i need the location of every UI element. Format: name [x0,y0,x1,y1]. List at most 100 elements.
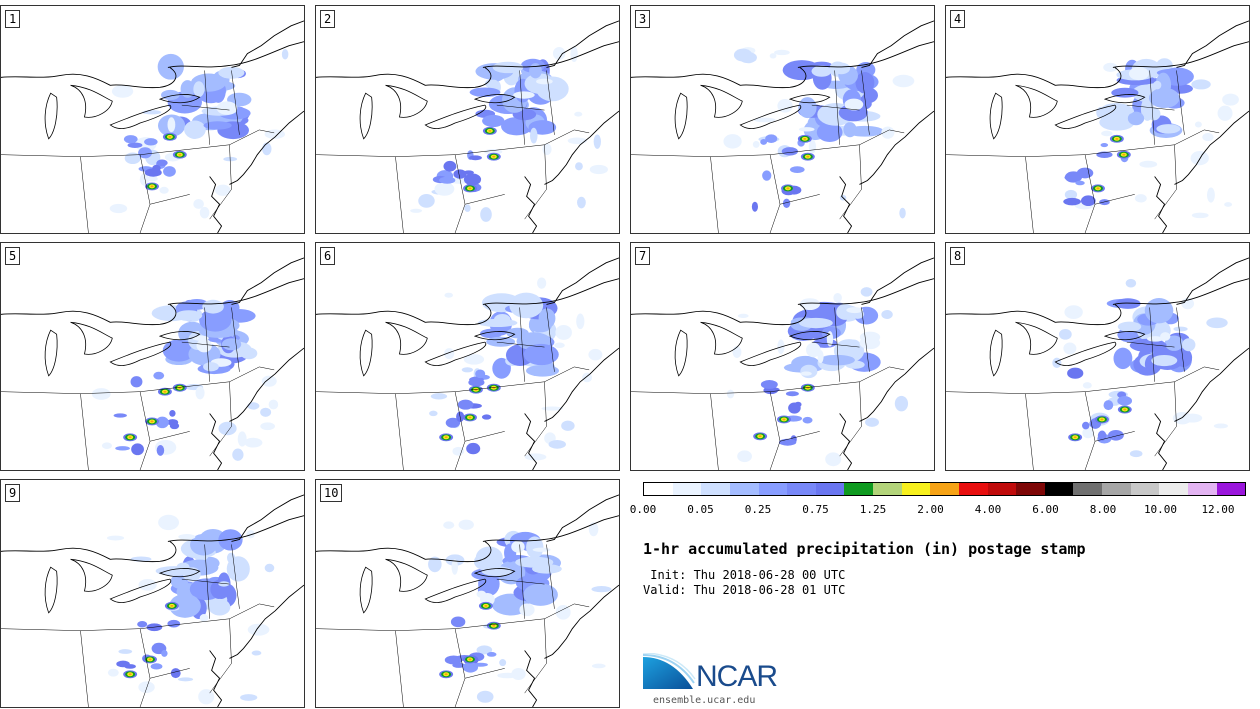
precip-area [476,590,487,598]
precip-area [833,292,842,303]
precip-area [137,621,148,628]
precip-area [1194,121,1202,128]
precip-area [589,164,608,175]
precip-area [198,689,215,705]
lake-ontario [1103,94,1146,104]
precip-area [1082,382,1092,389]
colorbar-segment [1159,483,1188,495]
precip-area [139,173,150,186]
lake-michigan [674,92,688,140]
precip-area [468,155,482,161]
precip-area [497,561,526,585]
precip-area [169,410,176,417]
colorbar-tick-label: 12.00 [1201,503,1235,516]
precip-area [785,391,799,397]
precip-area [1156,124,1181,134]
precip-area [187,127,201,139]
state-border [710,393,719,470]
precip-area [444,292,453,298]
precip-area [1129,338,1167,353]
state-border [496,104,545,111]
lake-erie [109,578,172,603]
precip-area [1100,142,1109,148]
state-border [454,204,466,233]
precip-core [150,185,154,188]
precip-area [1103,400,1114,411]
precip-area [113,413,127,418]
precip-area [199,308,232,332]
lake-ontario [788,331,831,341]
precip-core [1096,187,1100,190]
precip-area [466,442,481,455]
east-coastline [209,110,304,233]
ncar-logo-text: NCAR [696,660,778,693]
colorbar-segment [873,483,902,495]
east-coastline [1154,347,1249,470]
precip-area [478,571,500,597]
precip-area [208,598,231,616]
precip-area [480,207,492,222]
precip-area [180,80,195,98]
state-border [209,144,232,220]
precip-area [519,603,535,617]
state-border [1174,366,1220,382]
stamp-member-7: 7 [630,242,935,471]
precip-area [203,121,232,130]
state-border [861,307,870,372]
precip-area [175,310,203,321]
precip-area [182,567,201,582]
precip-area [762,170,772,181]
precip-area [1064,305,1083,320]
precip-area [221,338,242,351]
precip-core [468,416,472,419]
colorbar-segment [729,483,759,495]
precip-area [732,346,742,358]
precip-area [199,206,210,219]
colorbar-segment [758,483,788,495]
precip-core [168,135,172,138]
stamp-number-label: 4 [950,10,966,28]
precip-area [1067,367,1084,379]
precip-area [881,310,893,319]
precip-area [494,314,511,325]
east-coastline [839,347,934,470]
colorbar-segment [1187,483,1217,495]
precip-area [529,63,542,79]
lake-erie [739,104,802,129]
lake-huron [70,84,113,118]
precip-area [123,135,138,144]
lake-huron [700,84,743,118]
state-border [859,129,905,145]
state-border [395,156,404,233]
stamp-member-5: 5 [0,242,305,471]
precip-area [485,79,499,89]
colorbar-segment [815,483,845,495]
precip-area [218,581,230,587]
colorbar-segment [644,483,673,495]
precip-area [499,659,507,667]
precip-area [458,519,474,530]
lake-ontario [473,331,516,341]
precip-area [434,182,455,196]
precip-area [111,84,134,98]
precip-area [1064,189,1078,200]
precip-area [819,354,855,366]
precip-area [782,60,821,81]
lake-ontario [158,568,201,578]
lake-erie [109,104,172,129]
state-border [546,70,555,135]
precip-area [443,521,455,529]
colorbar-segment [787,483,816,495]
coastline [946,20,1249,89]
precip-area [481,414,492,420]
precip-core [1123,408,1127,411]
coastline [1,20,304,89]
coastline [316,494,619,563]
precip-area [1173,326,1188,332]
precip-area [240,347,258,360]
precip-area [1139,160,1158,168]
precip-area [1224,202,1233,207]
colorbar-tick-label: 0.25 [744,503,772,516]
precip-area [218,421,237,436]
precip-area [760,139,768,145]
